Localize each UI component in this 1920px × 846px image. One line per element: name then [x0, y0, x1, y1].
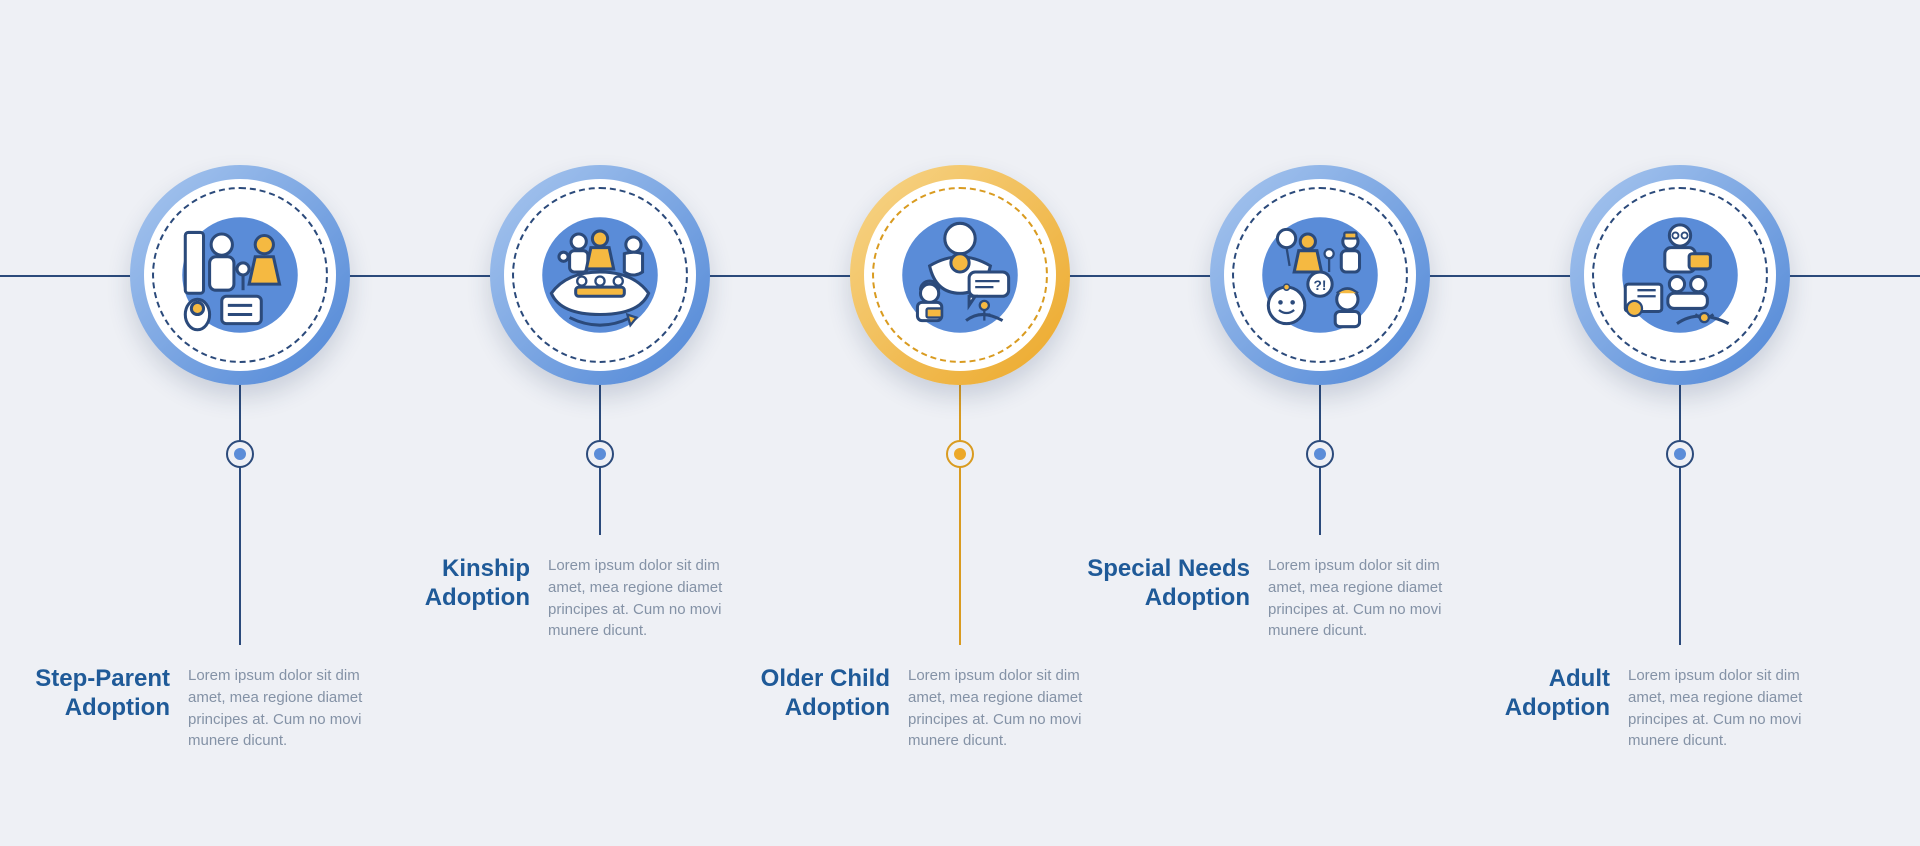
older-child-icon: [884, 199, 1036, 351]
adult-icon: [1604, 199, 1756, 351]
connector-line: [959, 375, 961, 645]
connector-line: [1679, 375, 1681, 645]
connector-dot: [586, 440, 614, 468]
connector-dot-inner: [234, 448, 246, 460]
connector-dot: [1306, 440, 1334, 468]
item-text: Older Child Adoption Lorem ipsum dolor si…: [730, 665, 1118, 752]
step-parent-icon: [164, 199, 316, 351]
item-text: Special Needs Adoption Lorem ipsum dolor …: [1070, 555, 1478, 642]
item-title: Step-Parent Adoption: [10, 665, 170, 723]
item-title: Kinship Adoption: [400, 555, 530, 613]
item-body: Lorem ipsum dolor sit dim amet, mea regi…: [1268, 555, 1478, 642]
connector-dot: [226, 440, 254, 468]
connector-dot: [946, 440, 974, 468]
item-text: Step-Parent Adoption Lorem ipsum dolor si…: [10, 665, 398, 752]
connector-dot: [1666, 440, 1694, 468]
connector-dot-inner: [1314, 448, 1326, 460]
item-text: Kinship Adoption Lorem ipsum dolor sit di…: [400, 555, 758, 642]
circle-badge: [850, 165, 1070, 385]
item-body: Lorem ipsum dolor sit dim amet, mea regi…: [188, 665, 398, 752]
connector-dot-inner: [594, 448, 606, 460]
item-title: Older Child Adoption: [730, 665, 890, 723]
circle-badge: [1210, 165, 1430, 385]
connector-dot-inner: [954, 448, 966, 460]
item-title: Adult Adoption: [1480, 665, 1610, 723]
kinship-icon: [524, 199, 676, 351]
connector-dot-inner: [1674, 448, 1686, 460]
circle-badge: [130, 165, 350, 385]
circle-badge: [490, 165, 710, 385]
item-title: Special Needs Adoption: [1070, 555, 1250, 613]
infographic-canvas: Step-Parent Adoption Lorem ipsum dolor si…: [0, 0, 1920, 846]
special-needs-icon: [1244, 199, 1396, 351]
item-body: Lorem ipsum dolor sit dim amet, mea regi…: [548, 555, 758, 642]
connector-line: [239, 375, 241, 645]
item-text: Adult Adoption Lorem ipsum dolor sit dim …: [1480, 665, 1838, 752]
item-body: Lorem ipsum dolor sit dim amet, mea regi…: [908, 665, 1118, 752]
circle-badge: [1570, 165, 1790, 385]
item-body: Lorem ipsum dolor sit dim amet, mea regi…: [1628, 665, 1838, 752]
